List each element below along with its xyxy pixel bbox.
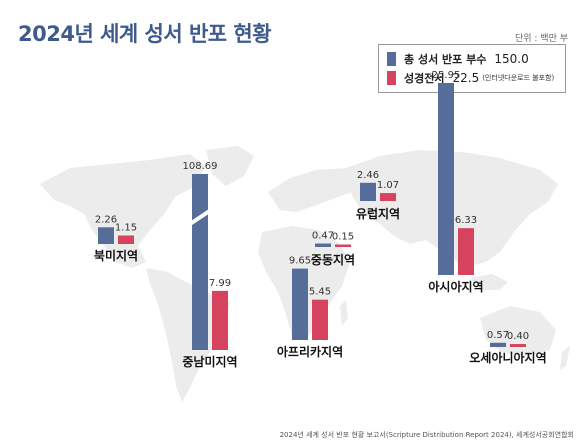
bar-region-5-series-1 xyxy=(360,182,376,201)
legend-value-total: 150.0 xyxy=(494,52,529,66)
legend-value-bible: 22.5 xyxy=(452,71,480,85)
value-label-region-7-series-2: 0.40 xyxy=(507,331,529,342)
legend-swatch-bible xyxy=(387,71,396,85)
bar-region-3-series-2 xyxy=(312,299,328,340)
legend: 총 성서 반포 부수 150.0 성경전서 22.5 (인터넷다운로드 불포함) xyxy=(378,44,566,93)
bars-layer xyxy=(98,82,526,350)
bar-region-7-series-2 xyxy=(510,344,526,347)
bar-region-6-series-2 xyxy=(458,228,474,275)
value-label-region-5-series-2: 1.07 xyxy=(377,180,399,191)
bar-region-6-series-1 xyxy=(438,82,454,275)
bar-region-3-series-1 xyxy=(292,268,308,340)
value-label-region-6-series-2: 6.33 xyxy=(455,215,477,226)
region-label-4: 중동지역 xyxy=(311,252,355,267)
region-label-6: 아시아지역 xyxy=(428,279,483,294)
bar-region-2-series-2 xyxy=(212,290,228,350)
legend-swatch-total xyxy=(387,52,396,66)
region-label-7: 오세아니아지역 xyxy=(469,350,546,365)
source-note: 2024년 세계 성서 반포 현황 보고서(Scripture Distribu… xyxy=(279,431,574,439)
region-label-1: 북미지역 xyxy=(94,248,138,263)
legend-note-bible: (인터넷다운로드 불포함) xyxy=(482,74,555,82)
legend-label-total: 총 성서 반포 부수 xyxy=(404,53,487,66)
value-label-region-2-series-1: 108.69 xyxy=(183,161,218,172)
bar-region-2-series-1 xyxy=(192,174,208,350)
value-label-region-3-series-1: 9.65 xyxy=(289,256,311,267)
bar-region-7-series-1 xyxy=(490,342,506,347)
bar-region-1-series-1 xyxy=(98,227,114,244)
unit-label: 단위 : 백만 부 xyxy=(514,34,568,44)
bar-region-5-series-2 xyxy=(380,193,396,201)
value-label-region-1-series-1: 2.26 xyxy=(95,214,117,225)
value-label-region-4-series-2: 0.15 xyxy=(332,232,354,243)
value-label-region-3-series-2: 5.45 xyxy=(309,287,331,298)
labels-layer: 2.261.15 북미지역 108.69 7.99 중남미지역 9.65 5.45 아프리카지… xyxy=(94,70,547,369)
value-label-region-6-series-1: 25.95 xyxy=(432,70,461,81)
value-label-region-4-series-1: 0.47 xyxy=(312,231,334,242)
chart-title: 2024년 세계 성서 반포 현황 xyxy=(18,22,272,46)
bar-region-4-series-1 xyxy=(315,243,331,247)
value-label-region-5-series-1: 2.46 xyxy=(357,170,379,181)
value-label-region-2-series-2: 7.99 xyxy=(209,278,231,289)
region-label-3: 아프리카지역 xyxy=(277,344,343,359)
value-label-region-1-series-2: 1.15 xyxy=(115,222,137,233)
legend-item-total: 총 성서 반포 부수 150.0 xyxy=(387,51,529,67)
legend-item-bible: 성경전서 22.5 (인터넷다운로드 불포함) xyxy=(387,70,554,86)
bar-region-4-series-2 xyxy=(335,244,351,247)
region-label-2: 중남미지역 xyxy=(182,354,237,369)
legend-label-bible: 성경전서 xyxy=(404,72,445,85)
bar-region-1-series-2 xyxy=(118,235,134,244)
value-label-region-7-series-1: 0.57 xyxy=(487,330,509,341)
region-label-5: 유럽지역 xyxy=(356,206,400,221)
axis-break-mark xyxy=(182,206,216,230)
